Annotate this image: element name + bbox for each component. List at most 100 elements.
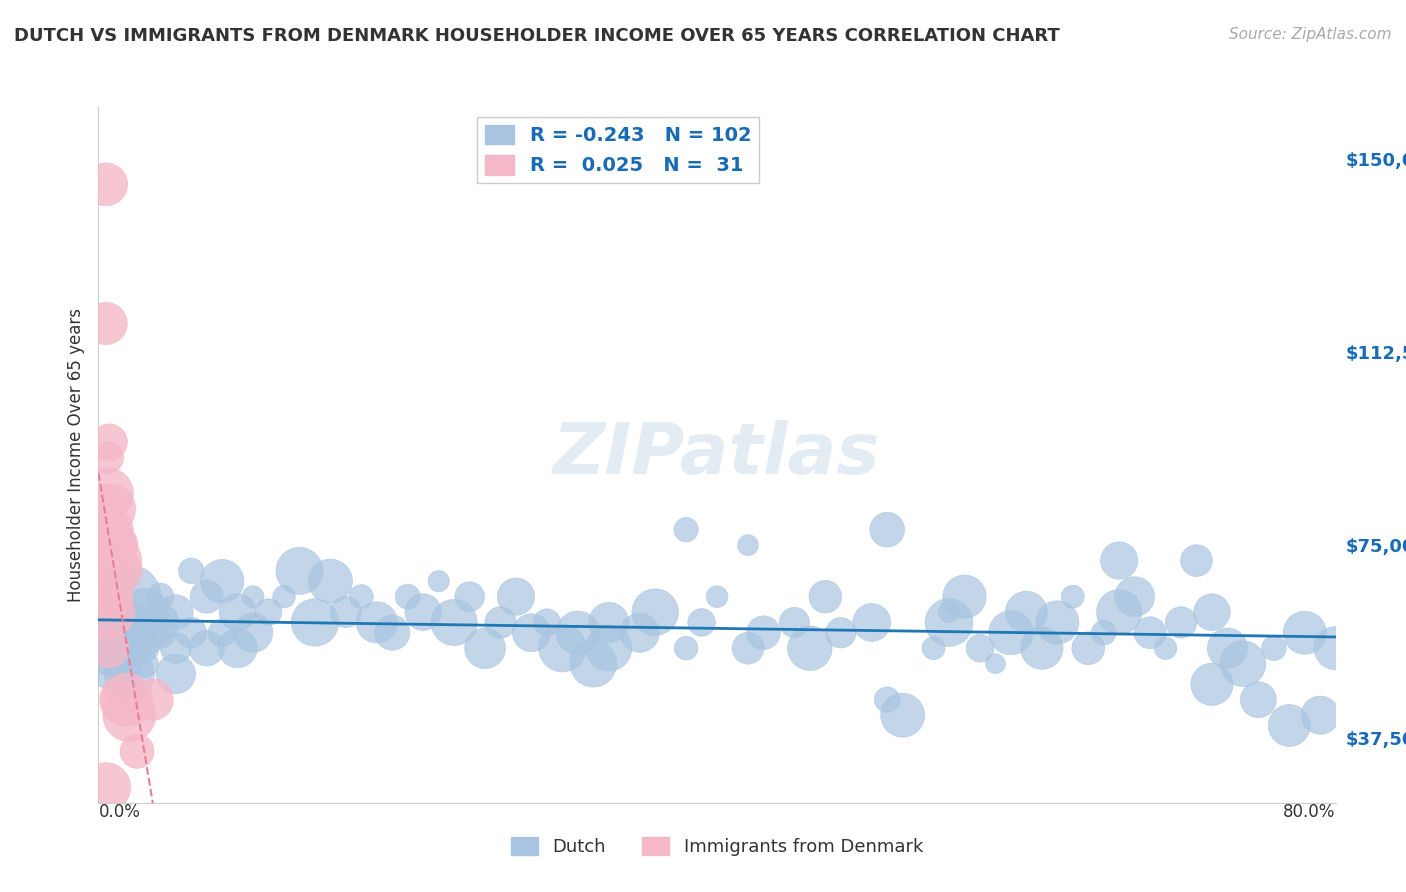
Point — [257, 605, 280, 619]
Point — [396, 590, 419, 604]
Point — [118, 615, 141, 630]
Point — [1247, 692, 1270, 706]
Text: ZIPatlas: ZIPatlas — [554, 420, 880, 490]
Point — [350, 590, 373, 604]
Point — [97, 450, 120, 465]
Point — [98, 553, 121, 567]
Point — [1046, 615, 1069, 630]
Point — [1278, 718, 1301, 732]
Point — [226, 641, 249, 656]
Point — [876, 692, 898, 706]
Point — [1015, 605, 1038, 619]
Point — [458, 590, 481, 604]
Point — [319, 574, 342, 589]
Point — [98, 574, 121, 589]
Point — [567, 625, 589, 640]
Point — [1309, 708, 1331, 723]
Point — [1123, 590, 1146, 604]
Text: Source: ZipAtlas.com: Source: ZipAtlas.com — [1229, 27, 1392, 42]
Point — [598, 615, 620, 630]
Point — [1294, 625, 1316, 640]
Point — [427, 574, 450, 589]
Point — [1077, 641, 1099, 656]
Point — [149, 615, 172, 630]
Point — [799, 641, 821, 656]
Point — [118, 667, 141, 681]
Point — [165, 605, 187, 619]
Legend: Dutch, Immigrants from Denmark: Dutch, Immigrants from Denmark — [503, 830, 931, 863]
Point — [783, 615, 806, 630]
Point — [165, 641, 187, 656]
Point — [304, 615, 326, 630]
Point — [273, 590, 295, 604]
Point — [103, 590, 125, 604]
Point — [443, 615, 465, 630]
Point — [103, 641, 125, 656]
Point — [1108, 605, 1130, 619]
Point — [737, 538, 759, 552]
Point — [100, 502, 122, 516]
Point — [118, 677, 141, 691]
Text: 80.0%: 80.0% — [1284, 803, 1336, 821]
Y-axis label: Householder Income Over 65 years: Householder Income Over 65 years — [66, 308, 84, 602]
Point — [103, 657, 125, 671]
Point — [288, 564, 311, 578]
Point — [211, 574, 233, 589]
Point — [1263, 641, 1285, 656]
Point — [127, 744, 149, 758]
Point — [675, 523, 697, 537]
Point — [211, 625, 233, 640]
Point — [142, 692, 165, 706]
Point — [118, 641, 141, 656]
Point — [690, 615, 713, 630]
Point — [1170, 615, 1192, 630]
Point — [96, 317, 118, 331]
Point — [97, 590, 120, 604]
Point — [101, 523, 124, 537]
Point — [195, 641, 218, 656]
Point — [876, 523, 898, 537]
Point — [335, 605, 357, 619]
Point — [737, 641, 759, 656]
Point — [1108, 553, 1130, 567]
Point — [100, 538, 122, 552]
Point — [489, 615, 512, 630]
Point — [105, 538, 128, 552]
Point — [969, 641, 991, 656]
Point — [118, 625, 141, 640]
Point — [412, 605, 434, 619]
Point — [1232, 657, 1254, 671]
Point — [103, 615, 125, 630]
Point — [860, 615, 883, 630]
Point — [97, 523, 120, 537]
Point — [953, 590, 976, 604]
Point — [598, 641, 620, 656]
Point — [134, 657, 156, 671]
Point — [104, 574, 127, 589]
Point — [366, 615, 388, 630]
Point — [675, 641, 697, 656]
Point — [226, 605, 249, 619]
Point — [104, 553, 127, 567]
Point — [101, 590, 124, 604]
Point — [1154, 641, 1177, 656]
Point — [149, 625, 172, 640]
Point — [134, 641, 156, 656]
Point — [134, 605, 156, 619]
Point — [103, 564, 125, 578]
Point — [98, 605, 121, 619]
Point — [97, 486, 120, 500]
Point — [107, 564, 129, 578]
Point — [814, 590, 837, 604]
Point — [536, 615, 558, 630]
Point — [1062, 590, 1084, 604]
Point — [118, 708, 141, 723]
Point — [505, 590, 527, 604]
Point — [1185, 553, 1208, 567]
Text: 0.0%: 0.0% — [98, 803, 141, 821]
Point — [242, 590, 264, 604]
Point — [752, 625, 775, 640]
Point — [938, 615, 960, 630]
Point — [195, 590, 218, 604]
Point — [938, 605, 960, 619]
